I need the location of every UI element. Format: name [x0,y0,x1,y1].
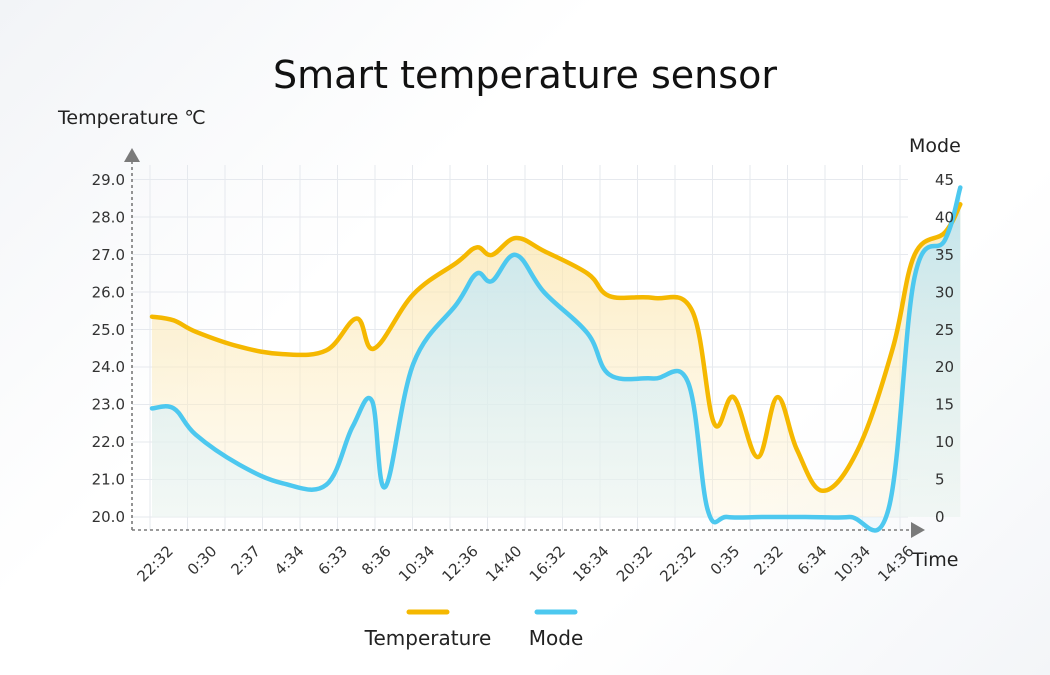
y-tick-label: 20.0 [92,508,125,526]
x-tick-label: 4:34 [271,542,308,579]
y2-tick-label: 25 [935,321,954,339]
legend: Temperature Mode [364,609,584,650]
x-tick-label: 8:36 [358,542,395,579]
y2-tick-label: 5 [935,471,945,489]
series-areas [152,187,961,531]
x-tick-label: 10:34 [395,542,438,585]
axes [124,148,925,538]
y2-tick-labels: 0 5 10 15 20 25 30 35 40 45 [935,171,954,526]
x-tick-labels: 22:32 0:30 2:37 4:34 6:33 8:36 10:34 12:36 14:40… [134,542,918,585]
y2-tick-label: 30 [935,283,954,301]
y-tick-label: 21.0 [92,471,125,489]
legend-label: Mode [529,626,584,650]
y2-axis-title: Mode [909,135,961,157]
series-line-mode [149,185,963,533]
y2-tick-label: 45 [935,171,954,189]
x-tick-label: 2:37 [227,542,264,579]
x-tick-label: 20:32 [613,542,656,585]
y-tick-label: 28.0 [92,208,125,226]
x-tick-label: 14:40 [482,542,525,585]
x-tick-label: 18:34 [569,542,612,585]
x-axis-arrow [911,522,925,538]
x-tick-label: 6:33 [315,542,352,579]
y-tick-label: 26.0 [92,283,125,301]
series-lines [149,185,963,533]
y2-tick-label: 20 [935,358,954,376]
x-tick-label: 2:32 [750,542,787,579]
x-tick-label: 0:30 [184,542,221,579]
y-axis-arrow [124,148,140,162]
y-tick-label: 27.0 [92,246,125,264]
y-tick-label: 24.0 [92,358,125,376]
y2-tick-label: 35 [935,246,954,264]
chart-title: Smart temperature sensor [273,53,777,97]
x-tick-label: 22:32 [656,542,699,585]
y-tick-labels: 20.0 21.0 22.0 23.0 24.0 25.0 26.0 27.0 28.0 29.0 [92,171,125,526]
legend-label: Temperature [364,626,492,650]
y2-tick-label: 15 [935,396,954,414]
y-tick-label: 23.0 [92,396,125,414]
y-axis-title: Temperature ℃ [57,107,206,129]
y2-tick-label: 10 [935,433,954,451]
x-tick-label: 12:36 [439,542,482,585]
y2-tick-label: 40 [935,208,954,226]
x-axis-title: Time [911,549,959,571]
y-tick-label: 25.0 [92,321,125,339]
x-tick-label: 16:32 [526,542,569,585]
area-mode [152,187,961,531]
y-tick-label: 22.0 [92,433,125,451]
x-tick-label: 10:34 [831,542,874,585]
series-line-temperature [149,202,963,494]
x-tick-label: 0:35 [707,542,744,579]
x-tick-label: 6:34 [794,542,831,579]
y-tick-label: 29.0 [92,171,125,189]
x-tick-label: 22:32 [134,542,177,585]
y2-tick-label: 0 [935,508,945,526]
